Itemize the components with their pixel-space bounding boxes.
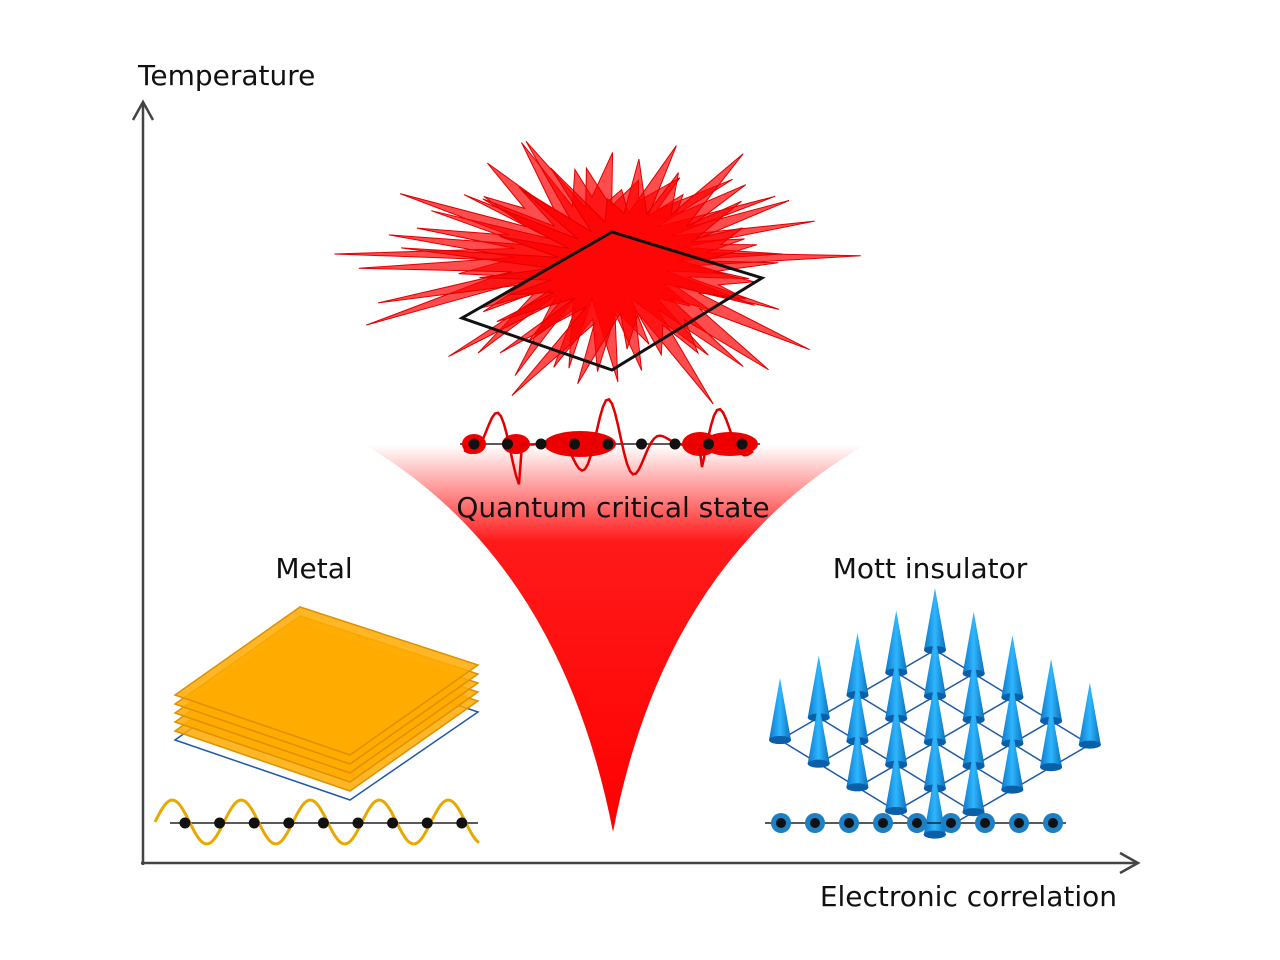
x-axis-label: Electronic correlation [820,880,1117,913]
spin-cone [885,656,908,723]
spin-cone [962,703,985,770]
electron [317,817,329,829]
electron [912,818,922,828]
spin-cone [962,611,985,678]
electron [421,817,433,829]
cone-base [769,736,791,744]
electron [468,438,480,450]
electron [946,818,956,828]
band-layer [173,606,480,756]
spin-cone [962,657,985,724]
spin-cone [846,725,869,792]
electron [878,818,888,828]
electron [636,438,647,450]
cone-base [923,830,946,839]
mott-illustration [765,588,1101,839]
cone-base [962,808,985,817]
spin-cone [924,588,946,654]
spin-cone [923,680,946,747]
fluctuation-star [334,140,861,405]
electron [352,817,364,829]
spin-cone [807,701,830,768]
electron [703,438,714,450]
cone-base [885,806,908,815]
spin-cone [846,633,869,699]
cone-base [1078,740,1101,749]
spin-cone [885,748,908,815]
quantum-chain [460,397,760,485]
electron [980,818,990,828]
spin-cone [923,772,946,839]
star-layer [401,153,810,396]
lattice-outline [458,230,766,372]
cone-base [807,759,830,768]
spin-cone [1040,705,1063,772]
electron [810,818,820,828]
spin-cone [1001,681,1024,748]
electron [776,818,786,828]
axes [131,99,1141,875]
spin-cone [885,702,908,769]
x-arrow [1119,851,1141,875]
y-arrow [131,99,155,121]
electron [844,818,854,828]
cone-base [846,783,869,792]
spin-cone [923,634,946,701]
region-label: Mott insulator [833,552,1028,585]
electron [1048,818,1058,828]
cone-base [1040,763,1063,772]
electron-cloud [702,432,758,456]
electron [602,438,614,450]
wave [153,798,480,846]
electron [456,817,468,829]
wave [463,397,754,485]
electron [1014,818,1024,828]
spin-cone [1001,727,1024,794]
electron [179,817,191,829]
spin-cone [1001,635,1024,702]
cone-base [1001,785,1024,794]
metal-illustration [153,606,480,846]
spin-cone [923,726,946,793]
critical-funnel [365,445,865,832]
spin-cone [846,679,869,746]
electron [535,438,547,450]
spin-cone [807,655,830,722]
region-label: Quantum critical state [456,491,769,524]
spin-cone [962,750,985,817]
spin-cone [769,678,791,744]
electron [669,438,681,450]
spin-cone [1040,658,1063,725]
region-label: Metal [275,552,352,585]
y-axis-label: Temperature [137,59,315,92]
electron [214,817,226,829]
electron [283,817,295,829]
electron [569,438,580,450]
spin-cone [1078,682,1101,749]
spin-cone [885,610,908,677]
electron [502,438,513,450]
electron [736,438,748,450]
electron [387,817,399,829]
electron [248,817,260,829]
